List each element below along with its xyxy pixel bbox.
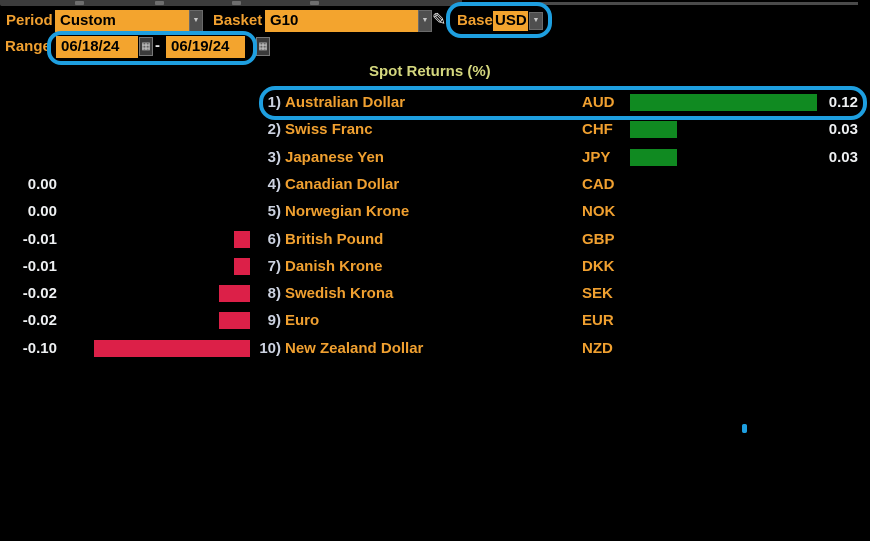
- currency-name: Danish Krone: [285, 258, 383, 275]
- currency-code: EUR: [582, 312, 614, 329]
- toolbar-divider: [75, 1, 84, 5]
- currency-row[interactable]: 10) New Zealand Dollar NZD -0.10: [0, 335, 870, 362]
- toolbar-divider: [310, 1, 319, 5]
- currency-code: AUD: [582, 94, 615, 111]
- row-number: 2): [267, 121, 281, 138]
- period-dropdown-icon[interactable]: ▼: [189, 10, 203, 32]
- range-start-calendar-icon[interactable]: ▦: [139, 37, 153, 56]
- cropped-toolbar-strip: [0, 0, 462, 6]
- currency-code: DKK: [582, 258, 615, 275]
- cursor-dot: [742, 424, 747, 433]
- currency-name: Swiss Franc: [285, 121, 373, 138]
- return-bar: [630, 94, 817, 111]
- return-bar: [630, 121, 677, 138]
- basket-select[interactable]: G10: [265, 10, 418, 32]
- currency-row[interactable]: 8) Swedish Krona SEK -0.02: [0, 280, 870, 307]
- currency-code: SEK: [582, 285, 613, 302]
- currency-name: Norwegian Krone: [285, 203, 410, 220]
- currency-name: Canadian Dollar: [285, 176, 400, 193]
- currency-name: Swedish Krona: [285, 285, 394, 302]
- range-end-input[interactable]: 06/19/24: [166, 36, 245, 58]
- currency-code: CHF: [582, 121, 613, 138]
- currency-row[interactable]: 5) Norwegian Krone NOK 0.00: [0, 198, 870, 225]
- currency-row[interactable]: 2) Swiss Franc CHF 0.03: [0, 116, 870, 143]
- currency-code: CAD: [582, 176, 615, 193]
- return-bar: [234, 258, 250, 275]
- currency-name: Euro: [285, 312, 320, 329]
- range-label: Range: [5, 38, 51, 55]
- return-value: -0.10: [22, 340, 57, 357]
- return-value: -0.02: [22, 312, 57, 329]
- period-label: Period: [6, 12, 53, 29]
- row-number: 7): [267, 258, 281, 275]
- currency-row[interactable]: 7) Danish Krone DKK -0.01: [0, 253, 870, 280]
- return-value: -0.01: [22, 231, 57, 248]
- row-number: 9): [267, 312, 281, 329]
- range-separator: -: [155, 37, 160, 54]
- currency-row[interactable]: 6) British Pound GBP -0.01: [0, 226, 870, 253]
- base-dropdown-icon[interactable]: ▼: [529, 12, 543, 30]
- currency-code: NOK: [582, 203, 616, 220]
- return-bar: [219, 285, 250, 302]
- row-number: 10): [259, 340, 281, 357]
- return-bar: [219, 312, 250, 329]
- toolbar-divider: [232, 1, 241, 5]
- currency-name: Japanese Yen: [285, 149, 384, 166]
- return-value: -0.01: [22, 258, 57, 275]
- return-value: 0.03: [828, 121, 858, 138]
- currency-name: Australian Dollar: [285, 94, 406, 111]
- row-number: 5): [267, 203, 281, 220]
- return-value: 0.00: [27, 176, 57, 193]
- return-bar: [234, 231, 250, 248]
- range-start-input[interactable]: 06/18/24: [56, 36, 138, 58]
- return-value: 0.03: [828, 149, 858, 166]
- chart-title: Spot Returns (%): [369, 63, 491, 80]
- return-bar: [94, 340, 250, 357]
- range-end-calendar-icon[interactable]: ▦: [256, 37, 270, 56]
- return-value: 0.00: [27, 203, 57, 220]
- row-number: 4): [267, 176, 281, 193]
- return-value: 0.12: [828, 94, 858, 111]
- row-number: 3): [267, 149, 281, 166]
- currency-row[interactable]: 1) Australian Dollar AUD 0.12: [0, 89, 870, 116]
- row-number: 6): [267, 231, 281, 248]
- base-label: Base: [457, 12, 493, 29]
- pencil-edit-icon[interactable]: ✎: [432, 10, 447, 29]
- currency-row[interactable]: 3) Japanese Yen JPY 0.03: [0, 144, 870, 171]
- currency-row[interactable]: 9) Euro EUR -0.02: [0, 307, 870, 334]
- currency-row[interactable]: 4) Canadian Dollar CAD 0.00: [0, 171, 870, 198]
- row-number: 8): [267, 285, 281, 302]
- currency-code: JPY: [582, 149, 611, 166]
- basket-label: Basket: [213, 12, 263, 29]
- basket-dropdown-icon[interactable]: ▼: [418, 10, 432, 32]
- top-separator-line: [462, 2, 858, 5]
- row-number: 1): [267, 94, 281, 111]
- currency-return-list: 1) Australian Dollar AUD 0.12 2) Swiss F…: [0, 89, 870, 369]
- period-select[interactable]: Custom: [55, 10, 189, 32]
- currency-code: NZD: [582, 340, 613, 357]
- return-bar: [630, 149, 677, 166]
- return-value: -0.02: [22, 285, 57, 302]
- currency-name: British Pound: [285, 231, 384, 248]
- currency-name: New Zealand Dollar: [285, 340, 424, 357]
- toolbar-divider: [155, 1, 164, 5]
- base-select[interactable]: USD: [493, 11, 528, 31]
- currency-code: GBP: [582, 231, 615, 248]
